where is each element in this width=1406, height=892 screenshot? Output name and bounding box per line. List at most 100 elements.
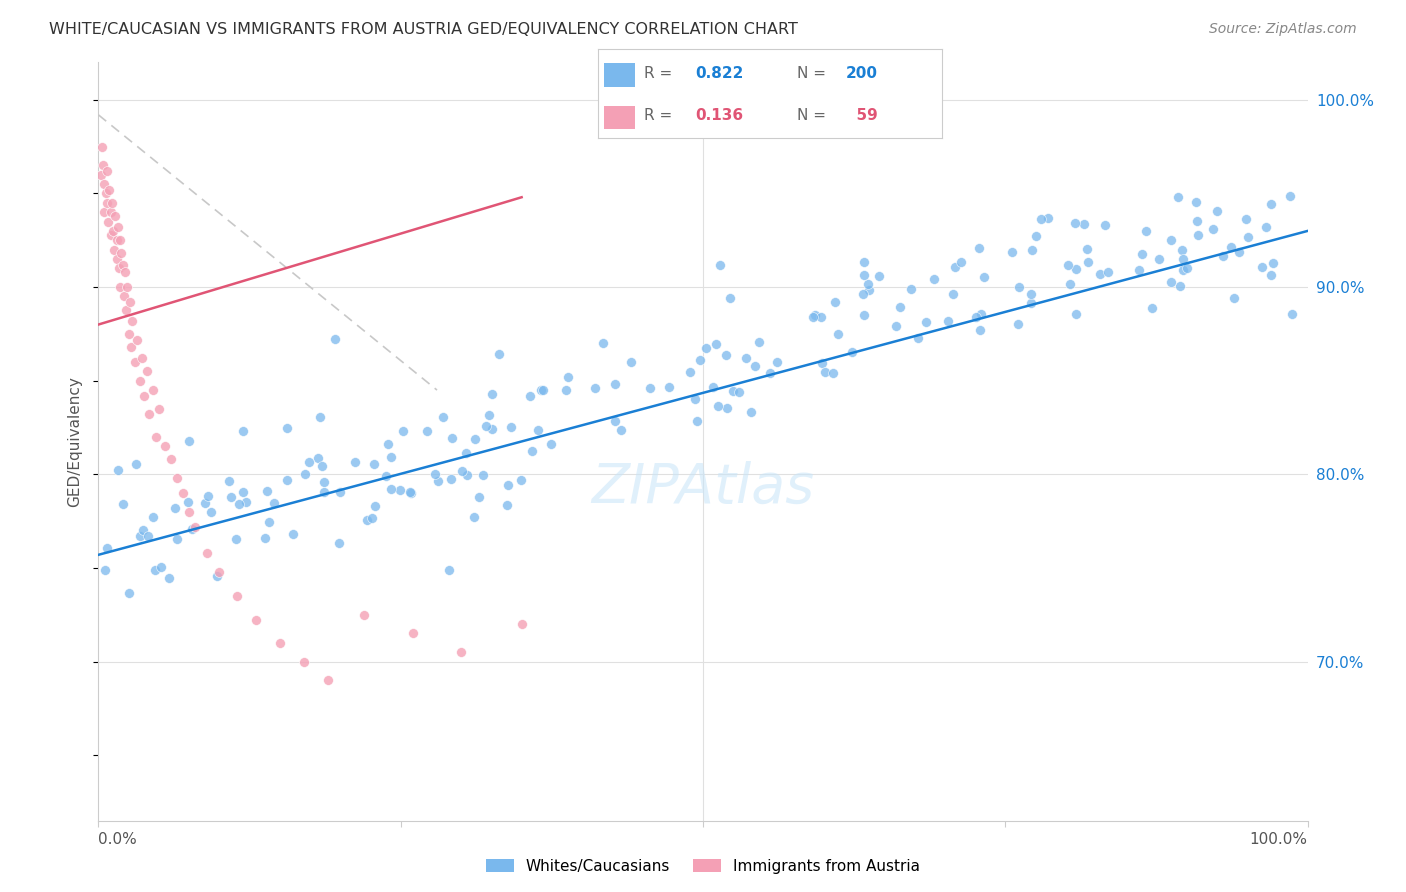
Point (464, 432, 486, 446)
Point (949, 255, 972, 269)
Point (1094, 219, 1116, 233)
Text: WHITE/CAUCASIAN VS IMMIGRANTS FROM AUSTRIA GED/EQUIVALENCY CORRELATION CHART: WHITE/CAUCASIAN VS IMMIGRANTS FROM AUSTR… (49, 22, 799, 37)
Point (1021, 244, 1043, 258)
Point (603, 414, 626, 428)
Point (148, 401, 170, 416)
Point (121, 314, 143, 328)
Point (124, 355, 146, 369)
Point (112, 497, 135, 511)
Text: 0.0%: 0.0% (98, 832, 138, 847)
Point (399, 484, 422, 499)
Point (134, 389, 156, 403)
Point (380, 482, 402, 496)
Point (205, 569, 228, 583)
Point (853, 268, 876, 282)
Point (316, 673, 339, 688)
Point (841, 344, 863, 359)
Point (184, 519, 207, 533)
Point (96, 195, 118, 210)
Point (392, 424, 415, 438)
Point (200, 505, 222, 519)
Text: 100.0%: 100.0% (1250, 832, 1308, 847)
Point (325, 332, 347, 346)
Point (232, 424, 254, 438)
Text: Source: ZipAtlas.com: Source: ZipAtlas.com (1209, 22, 1357, 37)
Point (312, 484, 335, 499)
Point (197, 489, 219, 503)
Point (499, 420, 522, 434)
Point (100, 205, 122, 219)
Point (218, 474, 240, 488)
Point (101, 224, 124, 238)
Point (226, 589, 249, 603)
Point (356, 513, 378, 527)
Point (827, 327, 849, 342)
Point (973, 270, 995, 285)
Text: N =: N = (797, 66, 831, 80)
Point (294, 467, 316, 482)
Point (110, 246, 132, 260)
Point (1001, 244, 1024, 259)
Point (377, 437, 399, 451)
Point (1171, 244, 1194, 258)
Point (108, 233, 131, 247)
Point (475, 418, 498, 433)
Point (801, 310, 824, 324)
Point (107, 220, 129, 235)
Point (1019, 287, 1042, 301)
Point (276, 473, 298, 487)
Point (704, 336, 727, 351)
Point (686, 414, 709, 428)
Point (1059, 277, 1081, 292)
Point (118, 295, 141, 310)
Point (1031, 211, 1053, 226)
Point (1130, 247, 1153, 261)
Point (160, 452, 183, 467)
Point (149, 560, 172, 574)
Point (1128, 263, 1150, 277)
Point (142, 383, 165, 397)
Point (118, 585, 141, 599)
Point (129, 529, 152, 543)
Point (307, 450, 329, 465)
Point (157, 571, 180, 585)
Point (1090, 267, 1112, 281)
Point (852, 286, 875, 301)
Point (679, 365, 702, 379)
Point (96, 164, 118, 178)
Point (1223, 291, 1246, 305)
Point (1279, 189, 1302, 203)
Point (91, 158, 114, 172)
Point (1057, 258, 1080, 272)
Point (914, 315, 936, 329)
Point (225, 532, 247, 546)
Point (108, 280, 131, 294)
Point (658, 380, 681, 394)
Point (695, 341, 717, 355)
Point (142, 510, 165, 524)
Point (685, 392, 707, 406)
Point (232, 485, 254, 500)
Point (221, 491, 243, 505)
Point (172, 486, 194, 500)
Point (969, 322, 991, 336)
Point (1036, 211, 1059, 225)
Point (620, 355, 643, 369)
Text: ZIPAtlas: ZIPAtlas (592, 461, 814, 514)
Point (374, 469, 396, 483)
Point (245, 613, 267, 627)
Text: N =: N = (797, 109, 831, 123)
Point (555, 383, 578, 397)
Point (478, 408, 501, 422)
Point (1260, 268, 1282, 282)
Point (531, 383, 554, 397)
Point (1008, 279, 1031, 293)
Point (557, 370, 579, 384)
Point (1064, 262, 1087, 277)
Point (803, 308, 825, 322)
Point (118, 326, 141, 341)
Point (256, 484, 278, 499)
Point (530, 383, 553, 397)
Point (401, 486, 423, 500)
Point (509, 473, 531, 487)
